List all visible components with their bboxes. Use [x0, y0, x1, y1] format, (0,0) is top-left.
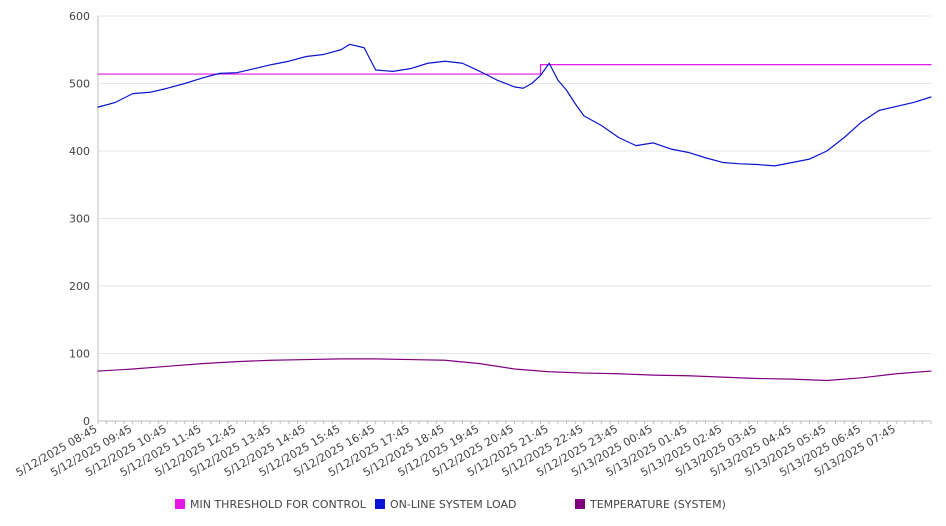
- series-lines: [97, 43, 932, 382]
- legend-label-temperature: TEMPERATURE (SYSTEM): [590, 498, 726, 511]
- y-tick-labels: 0 100 200 300 400 500 600: [69, 10, 90, 428]
- legend-label-system-load: ON-LINE SYSTEM LOAD: [390, 498, 517, 511]
- legend-item-min-threshold[interactable]: MIN THRESHOLD FOR CONTROL: [175, 498, 366, 511]
- legend-label-min-threshold: MIN THRESHOLD FOR CONTROL: [190, 498, 366, 511]
- y-tick-label: 0: [83, 415, 90, 428]
- legend-swatch-temperature: [575, 499, 585, 509]
- y-tick-label: 300: [69, 213, 90, 226]
- x-tick-labels: 5/12/2025 08:455/12/2025 09:455/12/2025 …: [14, 422, 898, 479]
- gridlines: [98, 15, 931, 354]
- legend-swatch-system-load: [375, 499, 385, 509]
- series-line-system-load: [97, 43, 932, 167]
- legend-item-temperature[interactable]: TEMPERATURE (SYSTEM): [575, 498, 726, 511]
- series-line-min-threshold: [97, 63, 932, 75]
- y-tick-label: 400: [69, 145, 90, 158]
- series-line-temperature: [97, 358, 932, 382]
- y-tick-label: 100: [69, 348, 90, 361]
- legend-item-system-load[interactable]: ON-LINE SYSTEM LOAD: [375, 498, 516, 511]
- y-tick-label: 600: [69, 10, 90, 23]
- y-tick-label: 200: [69, 280, 90, 293]
- axes: [97, 16, 932, 424]
- legend-swatch-min-threshold: [175, 499, 185, 509]
- y-tick-label: 500: [69, 78, 90, 91]
